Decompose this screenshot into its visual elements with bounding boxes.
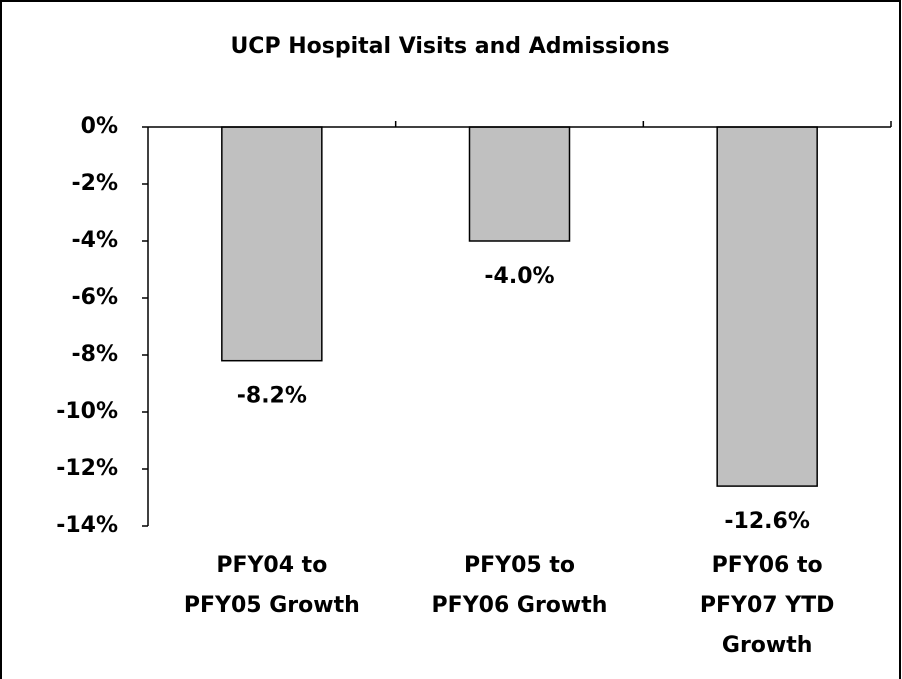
y-tick-label: -2% <box>72 171 118 196</box>
y-tick-label: -8% <box>72 342 118 367</box>
x-tick-label: PFY05 to PFY06 Growth <box>431 553 608 618</box>
data-label: -12.6% <box>724 509 809 534</box>
x-tick-label: PFY04 to PFY05 Growth <box>183 553 360 618</box>
data-label: -8.2% <box>237 384 307 409</box>
data-label: -4.0% <box>484 264 554 289</box>
y-tick-label: -4% <box>72 228 118 253</box>
chart-title: UCP Hospital Visits and Admissions <box>230 34 669 59</box>
y-tick-label: -10% <box>56 399 118 424</box>
bar <box>716 126 818 487</box>
y-tick-label: -6% <box>72 285 118 310</box>
y-tick-label: -14% <box>56 513 118 538</box>
y-tick-label: -12% <box>56 456 118 481</box>
bar <box>221 126 323 362</box>
x-tick-label: PFY06 to PFY07 YTD Growth <box>699 553 835 658</box>
y-tick-label: 0% <box>81 114 118 139</box>
bar <box>468 126 571 242</box>
